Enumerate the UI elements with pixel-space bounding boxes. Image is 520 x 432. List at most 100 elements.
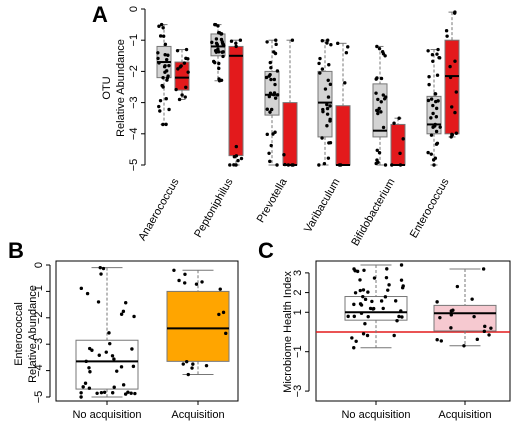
panel-a-varibaculum-group1-point xyxy=(320,136,324,140)
panel-a-bifidobacterium-group1-point xyxy=(376,111,380,116)
panel-a-varibaculum-group1-point xyxy=(318,56,322,61)
panel-a-peptoniphilus-group2-point xyxy=(234,41,238,45)
panel-a-enterococcus-group1-point xyxy=(434,115,439,119)
panel-a-anaerococcus-group1-point xyxy=(164,57,169,62)
panel-a-anaerococcus-group1-point xyxy=(158,98,163,103)
panel-c-box-1-point xyxy=(449,309,454,313)
panel-a-peptoniphilus-group1-point xyxy=(217,66,221,71)
panel-a-anaerococcus-group2-point xyxy=(182,61,187,65)
panel-a-enterococcus-group1-point xyxy=(430,53,435,57)
panel-b-box-0-point xyxy=(131,364,136,369)
panel-a-y-tick-label: 0 xyxy=(128,6,140,12)
panel-b-box-0-point xyxy=(126,390,130,394)
panel-c-box-1-point xyxy=(435,338,439,342)
panel-b-y-tick-label: −2 xyxy=(33,312,45,325)
panel-a-enterococcus-group1-point xyxy=(437,56,442,60)
panel-b-box-0-point xyxy=(81,385,85,389)
panel-a-enterococcus-group2-point xyxy=(452,11,457,15)
panel-b-box-0-point xyxy=(119,312,124,316)
panel-a-prevotella-group1-point xyxy=(264,75,269,80)
panel-a-prevotella-group2-point xyxy=(290,38,295,42)
panel-a-varibaculum-group1-point xyxy=(325,41,329,45)
panel-c-box-0-point xyxy=(354,339,358,343)
panel-a-bifidobacterium-group1-point xyxy=(375,148,379,152)
panel-a-enterococcus-group2-point xyxy=(448,64,452,69)
panel-b-box-1-point xyxy=(177,278,181,283)
panel-b-box-1-point xyxy=(183,281,187,285)
panel-a-prevotella-group1-point xyxy=(274,42,278,47)
panel-a-enterococcus-group1-point xyxy=(427,75,431,79)
panel-c-box-0-point xyxy=(394,299,398,303)
panel-b-box-0-point xyxy=(132,314,136,319)
panel-a-ylabel-line1: OTU xyxy=(101,76,113,99)
panel-c-ylabel: Microbiome Health Index xyxy=(282,271,294,393)
panel-a-prevotella-group2-point xyxy=(283,162,287,167)
panel-a-prevotella-group1-point xyxy=(271,132,275,136)
panel-a-enterococcus-group2-point xyxy=(454,131,459,135)
panel-a-bifidobacterium-group1-point xyxy=(377,106,381,111)
panel-a-bifidobacterium-group1-point xyxy=(381,52,386,56)
panel-a-enterococcus-group1-point xyxy=(431,111,435,116)
panel-a-peptoniphilus-group2-point xyxy=(232,163,236,167)
panel-a-anaerococcus-group2-point xyxy=(179,64,183,68)
panel-a-peptoniphilus-group2-point xyxy=(232,155,237,159)
panel-a-anaerococcus-group1-point xyxy=(161,26,165,30)
panel-b-box-1-point xyxy=(190,366,194,370)
panel-a-anaerococcus-group1-point xyxy=(167,63,171,68)
panel-b-box-0-point xyxy=(129,391,133,395)
panel-b-box-0-box xyxy=(75,339,139,390)
panel-a-varibaculum-group1-point xyxy=(325,106,330,111)
panel-b-box-0-point xyxy=(112,385,116,389)
panel-b-box-1-box xyxy=(166,290,230,362)
panel-a-peptoniphilus-group1-point xyxy=(212,59,216,64)
panel-a-varibaculum-group1-point xyxy=(326,95,331,99)
panel-a-bifidobacterium-group2-point xyxy=(398,151,402,156)
panel-c-box-1-point xyxy=(483,324,487,329)
panel-a-varibaculum-group2-point xyxy=(339,163,343,167)
panel-b-box-0-point xyxy=(79,395,83,399)
panel-a-peptoniphilus-group2-point xyxy=(239,156,244,161)
panel-c-y-tick-label: 1 xyxy=(292,309,304,315)
panel-c-box-0-point xyxy=(361,288,366,292)
panel-c-box-0-point xyxy=(400,315,404,319)
panel-a-prevotella-group2-point xyxy=(282,153,286,157)
panel-c-box-0-point xyxy=(385,267,389,271)
panel-b-box-0-point xyxy=(133,391,137,396)
panel-c-box-1-point xyxy=(489,326,493,330)
panel-a-bifidobacterium-group1-point xyxy=(379,100,383,104)
panel-b-box-0-point xyxy=(112,357,116,361)
panel-a-bifidobacterium-group2-point xyxy=(397,116,401,120)
panel-b-box-0-point xyxy=(123,392,128,396)
panel-a-enterococcus-group1-point xyxy=(435,52,439,56)
panel-a-varibaculum-group1-point xyxy=(325,112,330,116)
panel-a-varibaculum-group2-point xyxy=(336,41,340,46)
panel-b-box-0-point xyxy=(104,350,108,354)
panel-a-bifidobacterium-group1-point xyxy=(379,110,383,114)
panel-b-box-1-point xyxy=(172,268,176,272)
panel-a-anaerococcus-group2-point xyxy=(174,87,178,92)
panel-b-box-0-point xyxy=(87,366,91,370)
panel-a-peptoniphilus-group1-point xyxy=(217,50,221,54)
panel-a-enterococcus-group1-point xyxy=(429,152,433,156)
panel-c-box-0-point xyxy=(363,297,368,302)
panel-a-peptoniphilus-group2-point xyxy=(229,39,234,43)
panel-a-varibaculum-group1-point xyxy=(328,119,332,123)
panel-a-enterococcus-group1-point xyxy=(432,163,436,167)
panel-b-box-0-point xyxy=(79,286,84,291)
panel-c-box-1-point xyxy=(455,284,460,289)
panel-a-peptoniphilus-group1-point xyxy=(217,77,221,81)
panel-a-y-tick-label: −3 xyxy=(128,96,140,109)
panel-c-box-0-point xyxy=(350,336,354,340)
panel-a-peptoniphilus-group2-point xyxy=(228,163,232,167)
panel-b-box-1-point xyxy=(204,363,209,368)
panel-a-bifidobacterium-group1-point xyxy=(381,93,385,97)
panel-c-box-0-point xyxy=(353,269,357,273)
panel-a-bifidobacterium-group1-point xyxy=(376,97,380,102)
panel-c-box-0-point xyxy=(392,333,396,338)
panel-a-varibaculum-group1-box xyxy=(317,70,333,138)
panel-a-varibaculum-group1-point xyxy=(328,82,333,87)
panel-a-prevotella-group1-point xyxy=(267,151,271,155)
panel-b-box-1-point xyxy=(191,362,195,366)
panel-a-prevotella-group1-point xyxy=(267,94,272,99)
